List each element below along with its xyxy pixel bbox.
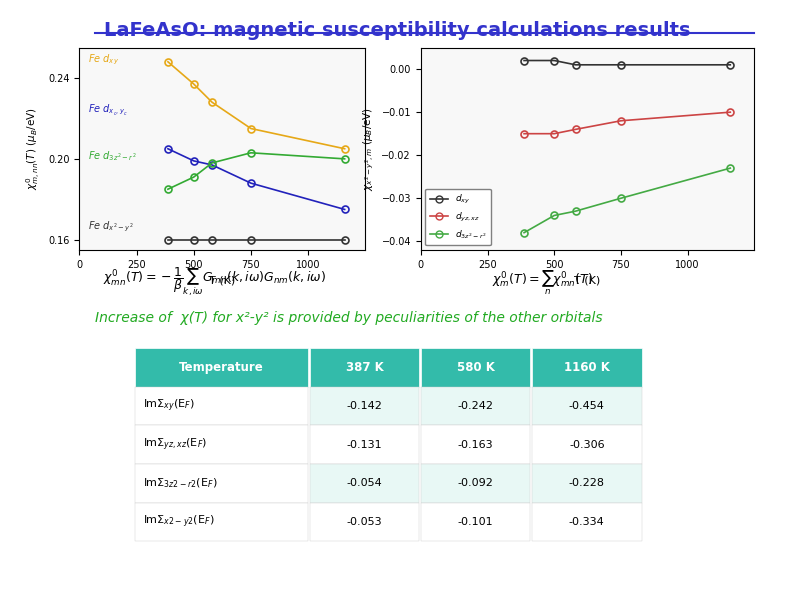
Text: -0.101: -0.101 (458, 517, 493, 527)
Text: 387 K: 387 K (345, 361, 384, 374)
Text: $Fe\ d_{x_c,y_c}$: $Fe\ d_{x_c,y_c}$ (88, 102, 128, 117)
Text: $Fe\ d_{xy}$: $Fe\ d_{xy}$ (88, 52, 119, 67)
Text: -0.131: -0.131 (347, 440, 382, 450)
Text: -0.054: -0.054 (346, 478, 383, 488)
Legend: $d_{xy}$, $d_{yz,xz}$, $d_{3z^2-r^2}$: $d_{xy}$, $d_{yz,xz}$, $d_{3z^2-r^2}$ (426, 189, 491, 245)
X-axis label: T (K): T (K) (209, 275, 236, 285)
Text: 580 K: 580 K (457, 361, 495, 374)
Text: Im$\Sigma_{yz,xz}$(E$_F$): Im$\Sigma_{yz,xz}$(E$_F$) (143, 437, 207, 453)
Text: -0.334: -0.334 (569, 517, 605, 527)
Y-axis label: $\chi_{x^2-y^2,m}$ ($\mu_B$/eV): $\chi_{x^2-y^2,m}$ ($\mu_B$/eV) (361, 107, 376, 191)
Text: Im$\Sigma_{3z2-r2}$(E$_F$): Im$\Sigma_{3z2-r2}$(E$_F$) (143, 477, 218, 490)
X-axis label: T (K): T (K) (574, 275, 601, 285)
Text: $Fe\ d_{x^2-y^2}$: $Fe\ d_{x^2-y^2}$ (88, 220, 134, 234)
Text: -0.242: -0.242 (457, 401, 494, 411)
Text: $\chi^0_{mn}(T) = -\dfrac{1}{\beta}\sum_{k,i\omega} G_{mn}(k,i\omega) G_{nm}(k,i: $\chi^0_{mn}(T) = -\dfrac{1}{\beta}\sum_… (103, 266, 326, 299)
Text: -0.053: -0.053 (347, 517, 382, 527)
Text: -0.163: -0.163 (458, 440, 493, 450)
Text: -0.454: -0.454 (569, 401, 605, 411)
Text: Im$\Sigma_{xy}$(E$_F$): Im$\Sigma_{xy}$(E$_F$) (143, 398, 195, 414)
Text: $\chi^0_m(T) = \sum_n \chi^0_{mn}(T)$: $\chi^0_m(T) = \sum_n \chi^0_{mn}(T)$ (492, 268, 593, 297)
Text: Im$\Sigma_{x2-y2}$(E$_F$): Im$\Sigma_{x2-y2}$(E$_F$) (143, 514, 214, 530)
Text: 1160 K: 1160 K (564, 361, 610, 374)
Text: Increase of  χ(T) for x²-y² is provided by peculiarities of the other orbitals: Increase of χ(T) for x²-y² is provided b… (95, 311, 603, 325)
Text: LaFeAsO: magnetic susceptibility calculations results: LaFeAsO: magnetic susceptibility calcula… (104, 21, 690, 40)
Y-axis label: $\chi^0_{m,nn}(T)$ ($\mu_B$/eV): $\chi^0_{m,nn}(T)$ ($\mu_B$/eV) (25, 108, 43, 190)
Text: -0.228: -0.228 (569, 478, 605, 488)
Text: -0.306: -0.306 (569, 440, 604, 450)
Text: Temperature: Temperature (179, 361, 264, 374)
Text: $Fe\ d_{3z^2-r^2}$: $Fe\ d_{3z^2-r^2}$ (88, 149, 137, 162)
Text: -0.092: -0.092 (457, 478, 494, 488)
Text: -0.142: -0.142 (346, 401, 383, 411)
